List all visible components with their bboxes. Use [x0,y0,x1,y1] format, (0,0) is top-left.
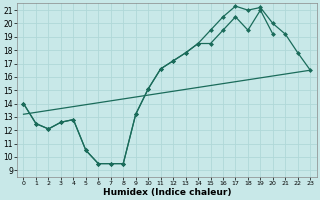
X-axis label: Humidex (Indice chaleur): Humidex (Indice chaleur) [103,188,231,197]
